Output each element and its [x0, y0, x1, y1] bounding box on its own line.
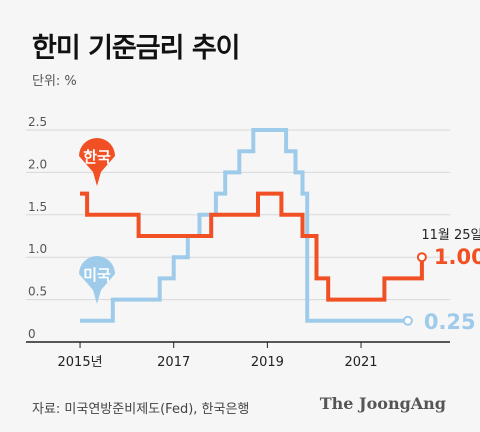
source-note: 자료: 미국연방준비제도(Fed), 한국은행	[32, 402, 250, 417]
y-tick-label: 0.5	[28, 285, 47, 299]
series-end-marker-korea	[416, 252, 427, 263]
x-tick-label: 2019	[251, 355, 284, 370]
y-tick-label: 0	[28, 327, 36, 341]
date-annotation: 11월 25일	[421, 228, 480, 243]
legend-korea-pin	[79, 138, 115, 186]
y-tick-label: 1.0	[28, 242, 47, 256]
x-tick-label: 2017	[157, 355, 190, 370]
legend-us-pin	[79, 256, 115, 304]
series-end-label-us: 0.25	[424, 310, 476, 334]
legend-korea-pin-label: 한국	[83, 148, 111, 166]
series-line-korea	[80, 191, 424, 302]
y-tick-label: 2.0	[28, 157, 47, 171]
y-tick-label: 1.5	[28, 200, 47, 214]
chart-title: 한미 기준금리 추이	[32, 33, 241, 64]
series-end-marker-us	[402, 315, 413, 326]
series-end-label-korea: 1.00	[434, 245, 480, 269]
legend-us-pin-label: 미국	[83, 266, 111, 284]
x-tick-label: 2021	[344, 355, 377, 370]
series-line-us	[80, 128, 408, 323]
x-tick-label: 2015년	[58, 355, 103, 370]
publisher-logo: The JoongAng	[319, 394, 446, 413]
y-tick-label: 2.5	[28, 115, 47, 129]
unit-label: 단위: %	[32, 74, 77, 89]
